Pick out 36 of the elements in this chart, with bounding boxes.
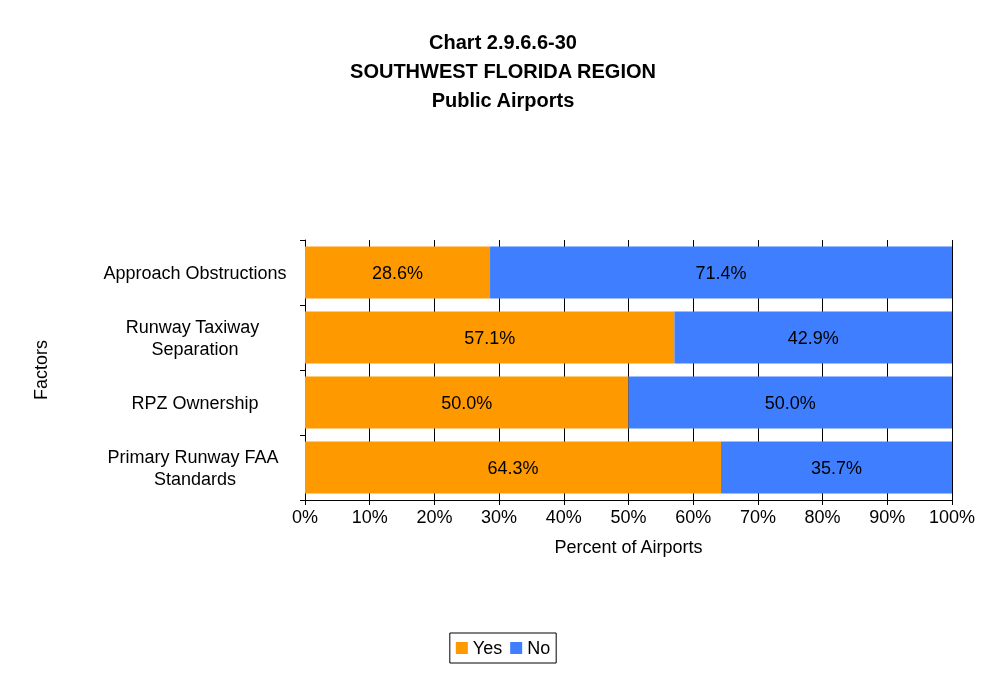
x-tick-label: 20% — [416, 507, 453, 527]
bar — [305, 441, 722, 494]
bar — [628, 376, 952, 429]
data-label: 71.4% — [695, 262, 747, 283]
data-label: 64.3% — [487, 457, 539, 478]
x-tick-label: 40% — [545, 507, 582, 527]
x-tick-label: 100% — [928, 507, 976, 527]
y-tick-label: Runway Taxiway Separation — [125, 316, 265, 359]
x-tick-label: 0% — [291, 507, 319, 527]
x-tick-label: 90% — [869, 507, 906, 527]
bar — [674, 311, 952, 364]
data-label: 50.0% — [441, 392, 493, 413]
chart-title: Chart 2.9.6.6-30 SOUTHWEST FLORIDA REGION Public Airports — [350, 30, 656, 111]
y-axis-title: Factors — [31, 339, 51, 401]
x-tick-label: 10% — [351, 507, 388, 527]
bar — [490, 246, 952, 299]
y-tick-label: RPZ Ownership — [131, 392, 259, 413]
data-label: 42.9% — [787, 327, 839, 348]
bar — [721, 441, 952, 494]
x-tick-label: 60% — [675, 507, 712, 527]
x-axis-title: Percent of Airports — [554, 537, 703, 557]
x-tick-label: 50% — [610, 507, 647, 527]
x-tick-label: 70% — [739, 507, 776, 527]
data-label: 50.0% — [764, 392, 816, 413]
legend-label: No — [527, 638, 551, 658]
bar — [305, 246, 491, 299]
x-tick-label: 80% — [804, 507, 841, 527]
data-label: 35.7% — [810, 457, 863, 478]
legend-label: Yes — [472, 638, 503, 658]
bar — [305, 311, 675, 364]
data-label: 57.1% — [464, 327, 516, 348]
bar — [305, 376, 629, 429]
data-label: 28.6% — [372, 262, 424, 283]
y-tick-label: Approach Obstructions — [103, 262, 287, 283]
x-tick-label: 30% — [481, 507, 518, 527]
y-tick-label: Primary Runway FAA Standards — [107, 446, 283, 489]
